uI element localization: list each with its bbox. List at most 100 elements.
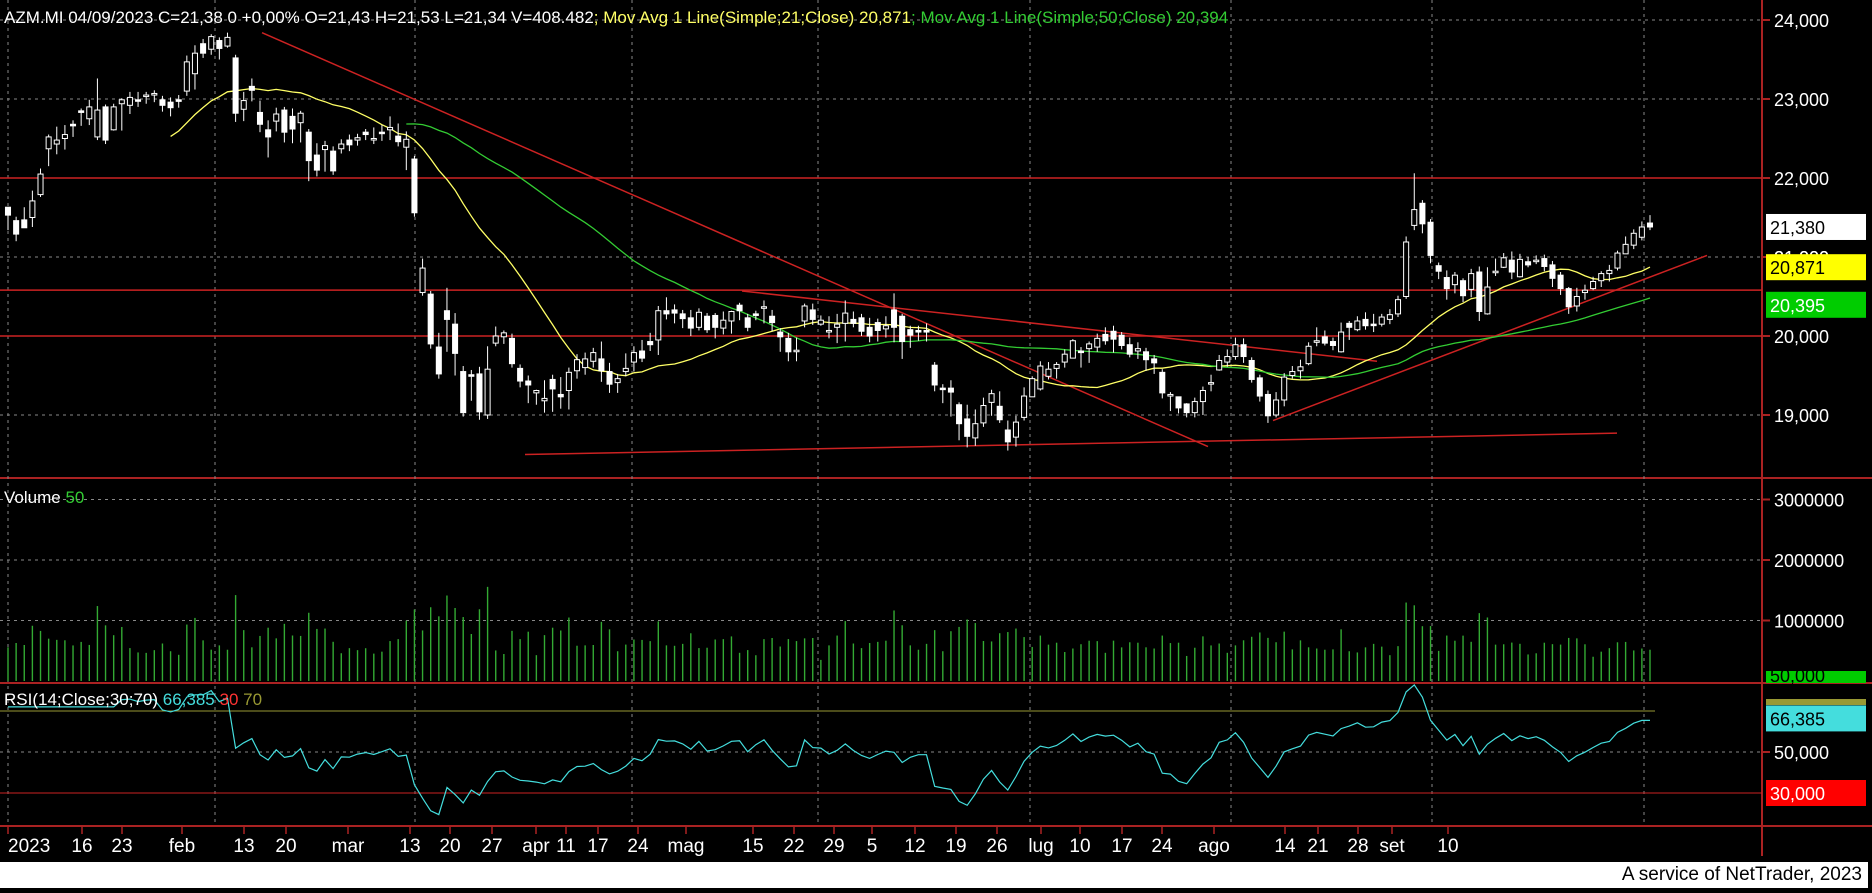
rsi-low-tag xyxy=(1766,780,1866,806)
volume-label: Volume xyxy=(4,488,61,507)
candle-down xyxy=(1646,222,1654,228)
candle-up xyxy=(1045,368,1052,377)
candle-down xyxy=(200,43,207,54)
candle-down xyxy=(525,380,532,386)
candle-down xyxy=(1256,377,1263,397)
x-axis-label: apr xyxy=(522,836,550,857)
rsi-high: 70 xyxy=(243,690,263,709)
candle-down xyxy=(1248,359,1255,380)
candle-up xyxy=(582,358,589,369)
x-axis-label: 28 xyxy=(1347,836,1368,857)
x-axis-label: 24 xyxy=(1151,836,1173,857)
candle-up xyxy=(484,368,491,416)
candle-up xyxy=(1638,226,1645,238)
candle-down xyxy=(663,310,670,315)
candle-down xyxy=(931,364,938,386)
candle-up xyxy=(1134,348,1141,352)
candle-down xyxy=(13,220,20,235)
candle-down xyxy=(281,109,288,133)
candle-down xyxy=(4,206,12,216)
candle-up xyxy=(1630,232,1637,246)
candle-down xyxy=(476,373,483,413)
trendline xyxy=(261,31,1209,448)
rsi-line xyxy=(8,684,1650,816)
candle-down xyxy=(777,331,784,338)
candle-down xyxy=(78,110,85,113)
candle-up xyxy=(403,138,410,148)
candle-down xyxy=(167,101,174,109)
candle-down xyxy=(1126,344,1133,355)
candle-down xyxy=(460,371,467,414)
candle-down xyxy=(1240,344,1247,358)
x-axis-label: 19 xyxy=(945,836,966,857)
candle-down xyxy=(947,387,954,393)
candle-down xyxy=(443,310,450,320)
candle-up xyxy=(1500,257,1507,268)
candle-up xyxy=(655,310,662,341)
ma21-value: 20,871 xyxy=(859,8,911,27)
candle-down xyxy=(517,367,524,382)
candle-up xyxy=(387,126,394,131)
candle-up xyxy=(1598,273,1605,282)
candle-down xyxy=(1142,351,1150,361)
x-axis-label: 10 xyxy=(1437,836,1458,857)
candle-up xyxy=(1281,376,1288,401)
candle-down xyxy=(1508,259,1515,273)
candle-down xyxy=(1004,429,1011,443)
candle-up xyxy=(94,109,101,138)
candle-down xyxy=(1110,330,1117,340)
volume-tick-label: 3000000 xyxy=(1774,491,1844,511)
candle-up xyxy=(573,359,581,372)
trendline xyxy=(524,432,1618,456)
candle-down xyxy=(232,57,239,114)
candle-up xyxy=(988,393,995,403)
x-axis-label: 20 xyxy=(275,836,296,857)
candle-up xyxy=(224,36,231,47)
candle-down xyxy=(785,337,792,353)
candle-up xyxy=(1581,289,1588,294)
candle-down xyxy=(1151,358,1158,364)
candle-up xyxy=(110,106,117,131)
candle-down xyxy=(102,106,109,141)
candle-up xyxy=(1037,365,1044,390)
ma50-line xyxy=(406,123,1651,379)
candle-up xyxy=(86,106,93,120)
candle-down xyxy=(1419,202,1426,225)
ticker-summary: AZM.MI 04/09/2023 C=21,38 0 +0,00% O=21,… xyxy=(4,8,594,27)
candle-up xyxy=(1394,299,1402,315)
candle-down xyxy=(744,317,751,328)
candle-up xyxy=(614,378,621,384)
x-axis-label: 15 xyxy=(742,836,763,857)
candle-down xyxy=(736,304,743,312)
candle-down xyxy=(216,40,223,49)
candle-down xyxy=(248,85,255,91)
candle-down xyxy=(395,135,402,143)
trendline xyxy=(741,290,1378,363)
candle-up xyxy=(695,311,702,328)
candle-up xyxy=(208,36,215,50)
candle-up xyxy=(1199,390,1206,403)
candle-down xyxy=(21,219,28,229)
price-tick-label: 23,000 xyxy=(1774,90,1829,110)
candle-up xyxy=(370,138,377,141)
x-axis-label: lug xyxy=(1028,836,1053,857)
price-tick-label: 22,000 xyxy=(1774,169,1829,189)
rsi-value: 66,385 xyxy=(162,690,215,709)
rsi-header: RSI(14;Close;30;70) 66,385 30 70 xyxy=(4,690,262,710)
candle-down xyxy=(687,317,694,329)
candle-up xyxy=(1386,314,1393,320)
candle-up xyxy=(1224,356,1231,363)
x-axis-label: 13 xyxy=(233,836,254,857)
x-axis-label: 17 xyxy=(1111,836,1132,857)
candle-up xyxy=(1622,243,1629,255)
candle-up xyxy=(1590,280,1597,290)
x-axis-label: 22 xyxy=(783,836,804,857)
candle-down xyxy=(606,371,613,385)
candle-down xyxy=(850,318,857,324)
candle-up xyxy=(728,311,735,322)
volume-tick-label: 1000000 xyxy=(1774,612,1844,632)
candle-down xyxy=(427,293,434,345)
candle-down xyxy=(1264,393,1271,417)
